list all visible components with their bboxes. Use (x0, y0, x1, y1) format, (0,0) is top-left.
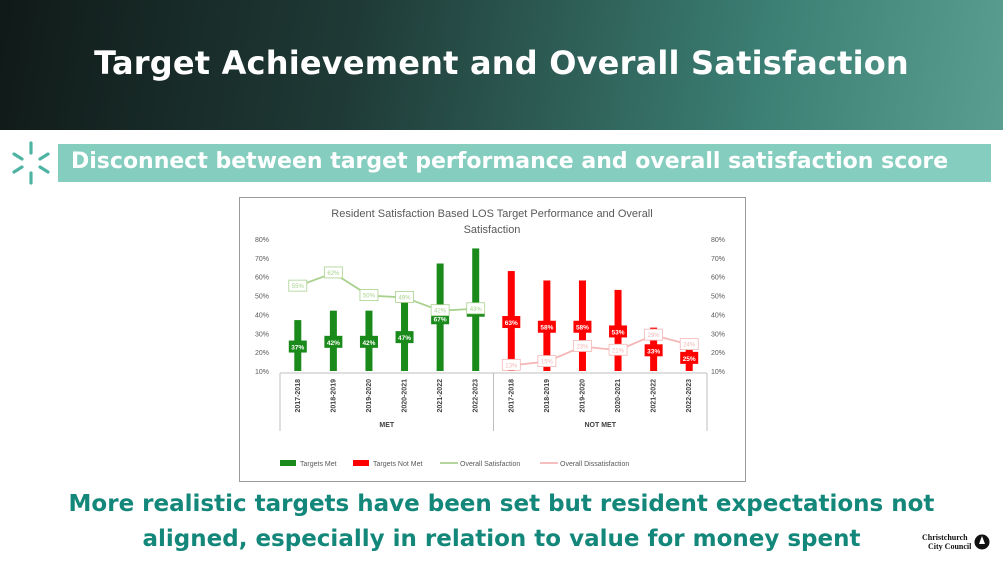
bar-label-badge (324, 335, 343, 348)
y-tick-label-right: 40% (711, 312, 725, 319)
legend-item: Overall Satisfaction (460, 461, 520, 468)
y-tick-label-right: 10% (711, 369, 725, 376)
logo-emblem-mark (979, 536, 985, 544)
bar-data-label: 42% (362, 340, 375, 347)
y-tick-label-left: 70% (255, 256, 269, 263)
satisfaction-chart: Resident Satisfaction Based LOS Target P… (255, 208, 725, 468)
line-label-badge (537, 355, 557, 367)
line-label-badge (679, 338, 699, 351)
x-tick-label: 2020-2021 (615, 379, 622, 413)
bar-label-badge (502, 316, 521, 329)
x-tick-label: 2022-2023 (473, 379, 480, 413)
x-tick-label: 2022-2023 (686, 379, 693, 413)
bar-label-badge (644, 344, 663, 357)
header-banner (0, 0, 1003, 130)
line-label-badge (501, 358, 521, 371)
line-label-badge (430, 304, 450, 317)
line-data-label: 42% (434, 309, 447, 315)
bar-label-badge (609, 325, 628, 338)
y-tick-label-right: 30% (711, 331, 725, 338)
chart-panel: Resident Satisfaction Based LOS Target P… (239, 197, 746, 482)
line-data-label: 13% (505, 363, 518, 369)
bar-data-label: 42% (327, 340, 340, 347)
line-data-label: 55% (292, 284, 305, 290)
bar-data-label: 58% (540, 325, 553, 332)
page-subtitle: Disconnect between target performance an… (71, 149, 949, 174)
y-tick-label-left: 10% (255, 369, 269, 376)
bar-label-badge (395, 331, 414, 344)
line-label-badge (466, 302, 486, 315)
y-tick-label-left: 20% (255, 350, 269, 357)
x-tick-label: 2019-2020 (579, 379, 586, 413)
x-tick-label: 2020-2021 (402, 379, 409, 413)
x-tick-label: 2018-2019 (544, 379, 551, 413)
line-label-badge (644, 328, 664, 341)
bar-data-label: 63% (505, 320, 518, 327)
logo-text-line1: Christchurch (922, 533, 968, 542)
footer-message: More realistic targets have been set but… (0, 487, 1003, 557)
bar-data-label: 58% (576, 325, 589, 332)
y-tick-label-right: 20% (711, 350, 725, 357)
legend-swatch (353, 460, 369, 466)
line-label-badge (395, 291, 414, 303)
legend-item: Targets Met (300, 461, 337, 468)
line-data-label: 50% (363, 294, 376, 300)
bar-label-badge (573, 320, 592, 333)
y-tick-label-right: 80% (711, 237, 725, 244)
x-tick-label: 2017-2018 (295, 379, 302, 413)
subtitle-bar (58, 144, 991, 182)
christchurch-logo: Christchurch City Council (922, 533, 990, 551)
footer-line-1: More realistic targets have been set but… (68, 491, 935, 517)
line-label-badge (573, 340, 592, 352)
x-tick-label: 2017-2018 (508, 379, 515, 413)
line-label-badge (323, 266, 343, 279)
line-data-label: 23% (576, 344, 589, 350)
bar-label-badge (537, 320, 556, 333)
bar-data-label: 53% (612, 329, 625, 336)
bar-label-badge (288, 340, 307, 353)
chart-title: Resident Satisfaction Based LOS Target P… (331, 208, 652, 220)
line-data-label: 21% (612, 348, 625, 354)
line-data-label: 24% (683, 343, 696, 349)
legend-item: Targets Not Met (373, 461, 422, 468)
y-tick-label-right: 50% (711, 294, 725, 301)
line-label-badge (359, 289, 379, 301)
y-tick-label-right: 70% (711, 256, 725, 263)
line-label-badge (288, 279, 308, 292)
x-tick-label: 2018-2019 (330, 379, 337, 413)
line-data-label: 15% (541, 360, 554, 366)
x-tick-label: 2019-2020 (366, 379, 373, 413)
chart-title-line-2: Satisfaction (464, 224, 521, 236)
y-tick-label-left: 30% (255, 331, 269, 338)
y-tick-label-left: 50% (255, 294, 269, 301)
bar-data-label: 37% (291, 345, 304, 352)
y-tick-label-left: 60% (255, 275, 269, 282)
line-data-label: 62% (327, 271, 340, 277)
bar-data-label: 33% (647, 348, 660, 355)
x-tick-label: 2021-2022 (651, 379, 658, 413)
legend-item: Overall Dissatisfaction (560, 461, 629, 468)
bar-data-label: 67% (434, 316, 447, 323)
group-label: NOT MET (585, 422, 617, 429)
y-tick-label-left: 80% (255, 237, 269, 244)
bar-data-label: 47% (398, 335, 411, 342)
legend-swatch (280, 460, 296, 466)
y-tick-label-left: 40% (255, 312, 269, 319)
bar-data-label: 25% (683, 356, 696, 363)
footer-line-2: aligned, especially in relation to value… (142, 526, 861, 552)
group-label: MET (379, 422, 395, 429)
line-data-label: 49% (399, 295, 412, 301)
bar-label-badge (680, 351, 699, 364)
bar-label-badge (359, 335, 378, 348)
x-tick-label: 2021-2022 (437, 379, 444, 413)
line-data-label: 43% (470, 307, 483, 313)
line-data-label: 29% (648, 333, 661, 339)
line-label-badge (608, 343, 628, 356)
y-tick-label-right: 60% (711, 275, 725, 282)
page-title: Target Achievement and Overall Satisfact… (94, 44, 909, 82)
council-star-icon (12, 141, 50, 185)
logo-text-line2: City Council (928, 542, 972, 551)
